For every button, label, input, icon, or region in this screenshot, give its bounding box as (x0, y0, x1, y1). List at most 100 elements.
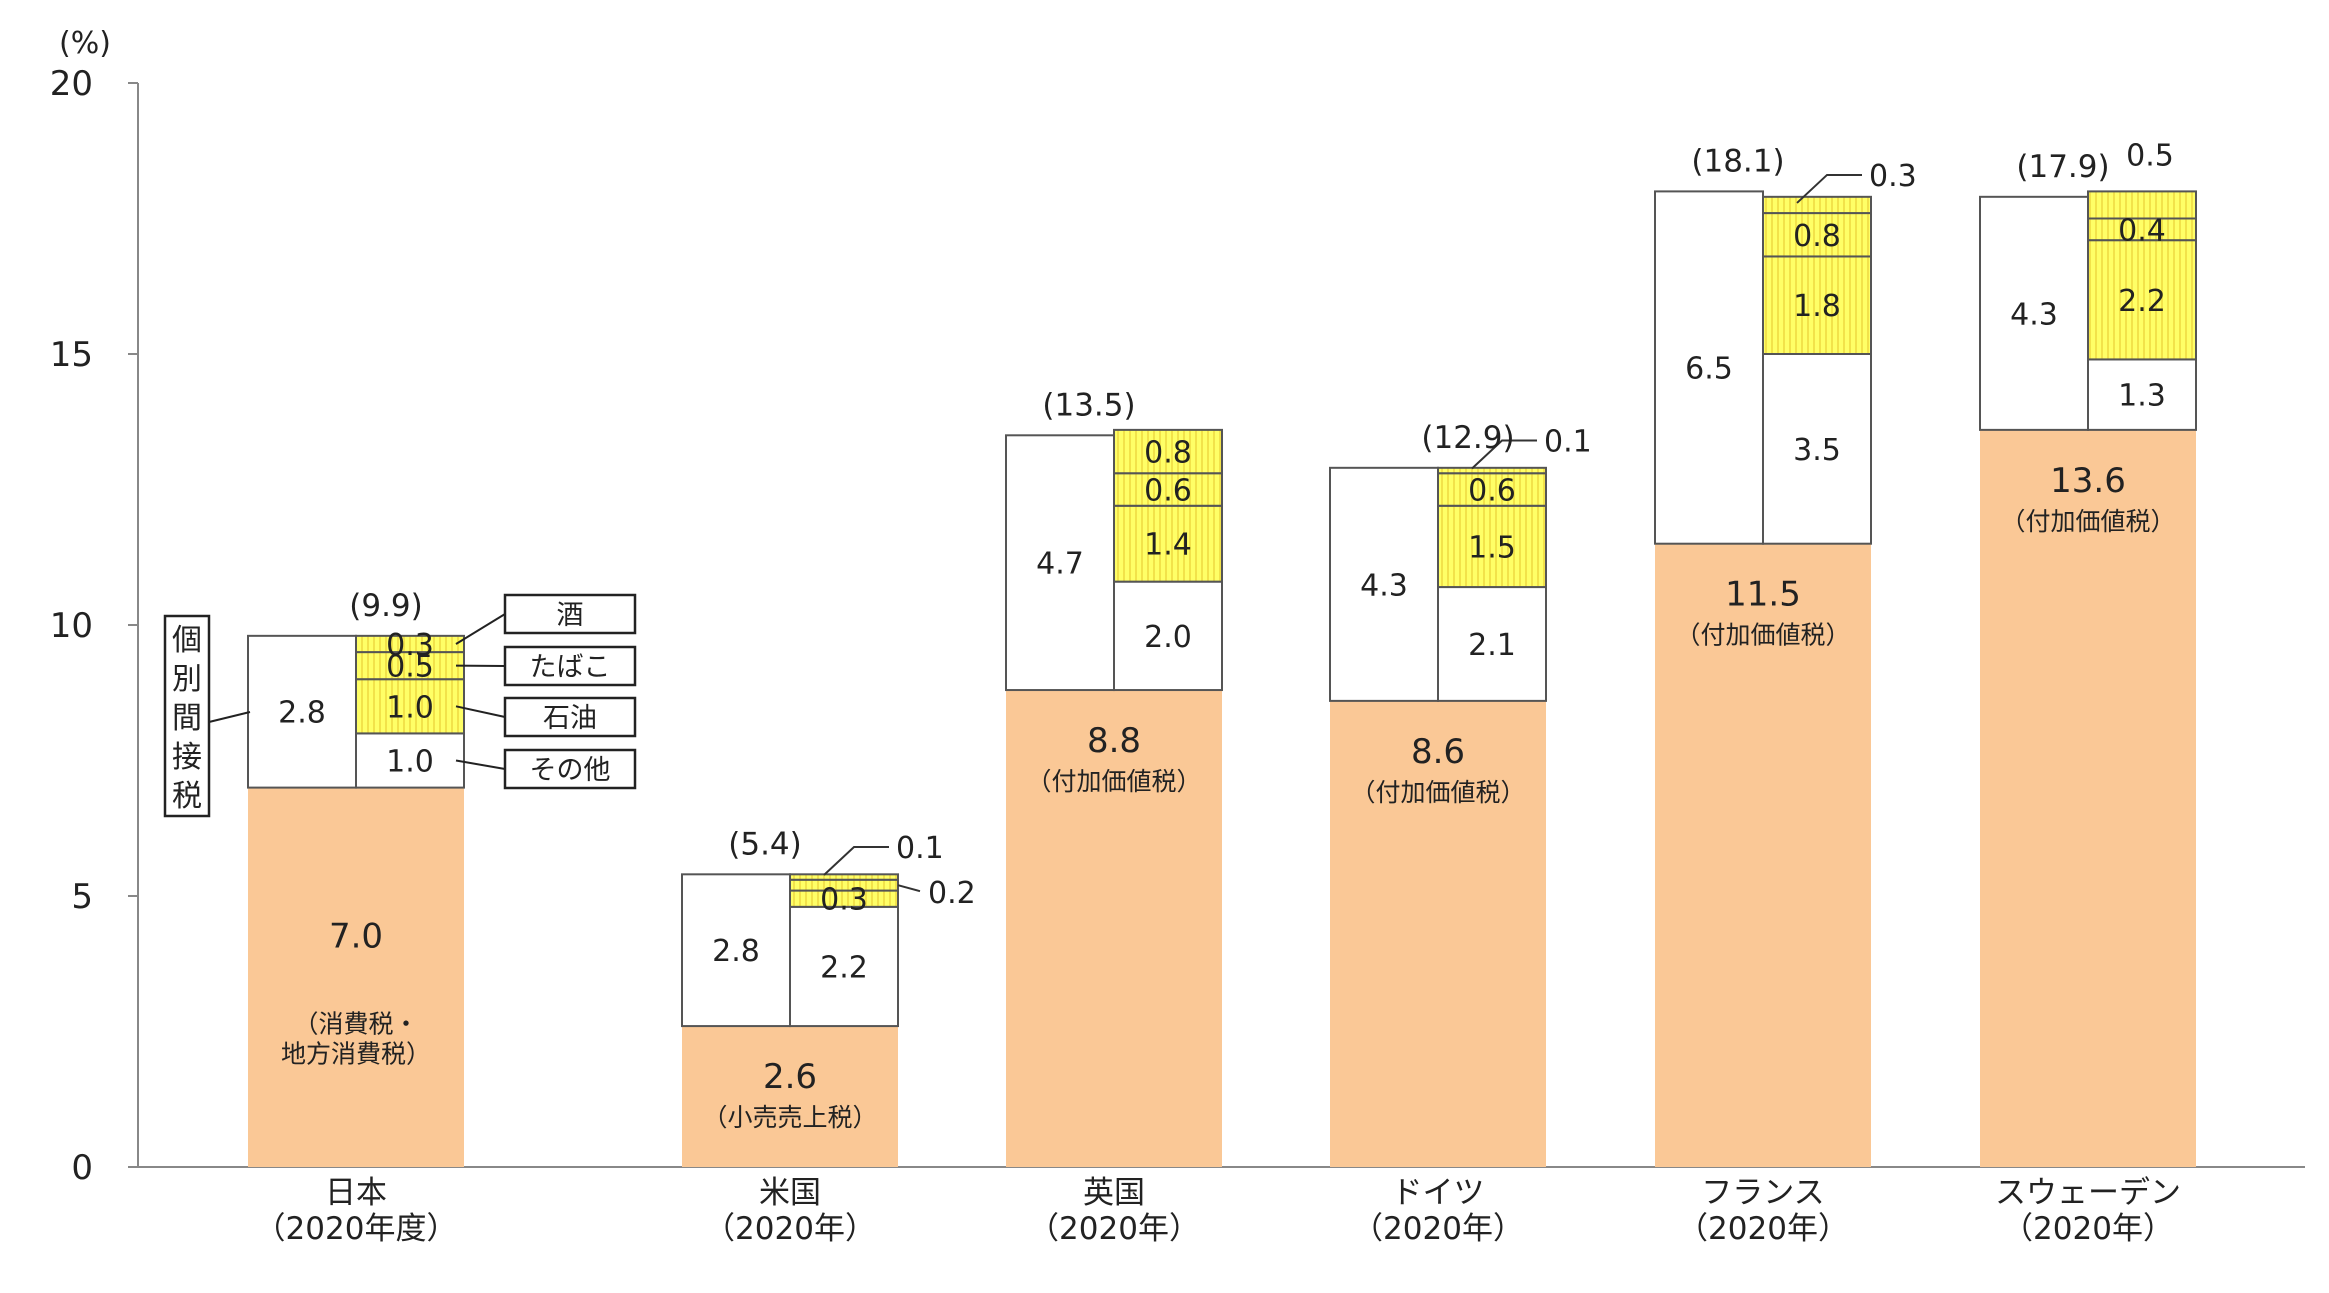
category-period: （2020年） (1677, 1211, 1849, 1247)
legend-label-other: その他 (530, 755, 611, 786)
legend-leader-oil (455, 705, 506, 718)
segment-tobacco (355, 651, 465, 681)
total-label: (5.4) (728, 826, 802, 862)
segment-label-oil: 1.5 (1468, 530, 1516, 565)
segment-label-oil: 1.4 (1144, 528, 1192, 563)
total-label: (13.5) (1042, 387, 1135, 423)
segment-label-tobacco: 0.4 (2118, 213, 2166, 248)
bars (247, 190, 2197, 1167)
base-bar-segment (682, 1026, 898, 1167)
segment-label-oil: 0.3 (820, 883, 868, 918)
base-note-label: （付加価値税） (1026, 767, 1201, 796)
y-axis: 0 5 10 15 20(%) (50, 26, 2305, 1188)
y-tick-label: 10 (50, 606, 93, 646)
callout-line (1796, 173, 1862, 204)
base-bar-segment (1980, 429, 2196, 1167)
base-bar-segment (1330, 700, 1546, 1167)
base-note-label: （小売売上税） (702, 1103, 877, 1132)
indirect-total-label: 4.3 (2010, 297, 2058, 332)
segment-label-oil: 2.2 (2118, 284, 2166, 319)
segment-label-alcohol: 0.1 (896, 831, 944, 866)
segment-label-alcohol: 0.1 (1544, 425, 1592, 460)
y-tick-label: 20 (50, 64, 93, 104)
legend-label-oil: 石油 (543, 703, 597, 734)
indirect-tax-label-char: 間 (172, 701, 202, 736)
segment-label-tobacco: 0.6 (1468, 474, 1516, 509)
indirect-tax-label-char: 別 (172, 662, 202, 697)
category-name: ドイツ (1392, 1175, 1485, 1211)
labels: 7.0（消費税・地方消費税）2.81.01.00.50.3(9.9)日本（202… (163, 138, 2181, 1247)
base-bar-segment (1006, 690, 1222, 1167)
callout-line (897, 884, 921, 893)
category-name: スウェーデン (1995, 1175, 2181, 1211)
base-note-label: （付加価値税） (1350, 778, 1525, 807)
segment-label-oil: 1.8 (1793, 289, 1841, 324)
segment-other (789, 905, 899, 1028)
segment-other (2087, 358, 2197, 431)
segment-label-other: 2.2 (820, 950, 868, 985)
legend-label-alcohol: 酒 (557, 600, 584, 631)
segment-alcohol (1113, 428, 1223, 475)
segment-label-other: 2.1 (1468, 628, 1516, 663)
base-value-label: 13.6 (2050, 461, 2126, 501)
indirect-tax-label-box (163, 614, 211, 818)
segment-label-oil: 1.0 (386, 690, 434, 725)
segment-tobacco (1762, 212, 1872, 258)
segment-other (1113, 580, 1223, 692)
base-bar-segment (1655, 543, 1871, 1167)
callout-line (1471, 439, 1537, 470)
y-unit-label: (%) (59, 26, 111, 61)
legend-label-tobacco: たばこ (530, 652, 611, 683)
indirect-total-label: 4.3 (1360, 568, 1408, 603)
segment-label-tobacco: 0.5 (386, 650, 434, 685)
base-note-label: （付加価値税） (1675, 621, 1850, 650)
category-period: （2020年） (1028, 1211, 1200, 1247)
category-period: （2020年度） (255, 1211, 458, 1247)
y-tick-label: 0 (71, 1148, 93, 1188)
base-note-label: 地方消費税） (281, 1040, 431, 1069)
indirect-tax-leader (208, 711, 251, 723)
base-note-label: （消費税・ (293, 1010, 418, 1039)
indirect-tax-label-char: 接 (172, 740, 202, 775)
base-bar-segment (248, 787, 464, 1167)
legend-box-tobacco (503, 645, 637, 687)
category-name: 日本 (325, 1175, 387, 1211)
indirect-total-segment (1979, 195, 2089, 431)
segment-label-other: 1.0 (386, 745, 434, 780)
indirect-total-label: 2.8 (278, 696, 326, 731)
segment-alcohol (355, 634, 465, 654)
segment-label-other: 2.0 (1144, 620, 1192, 655)
category-name: フランス (1701, 1175, 1824, 1211)
segment-label-tobacco: 0.8 (1793, 219, 1841, 254)
indirect-total-segment (681, 873, 791, 1028)
total-label: (12.9) (1421, 420, 1514, 456)
segment-alcohol (1437, 466, 1547, 475)
y-tick-label: 5 (71, 877, 93, 917)
base-value-label: 7.0 (329, 917, 383, 957)
legend-box-alcohol (503, 593, 637, 635)
y-tick-label: 15 (50, 335, 93, 375)
total-label: (17.9) (2016, 149, 2109, 185)
total-label: (9.9) (349, 588, 423, 624)
segment-alcohol (789, 873, 899, 881)
segment-alcohol (1762, 195, 1872, 215)
indirect-total-label: 4.7 (1036, 547, 1084, 582)
segment-label-alcohol: 0.5 (2126, 138, 2174, 173)
segment-label-tobacco: 0.2 (928, 876, 976, 911)
category-period: （2020年） (704, 1211, 876, 1247)
callout-line (823, 846, 889, 876)
category-name: 米国 (759, 1175, 821, 1211)
legend-leader-other (455, 759, 506, 770)
segment-label-alcohol: 0.8 (1144, 436, 1192, 471)
legend-box-oil (503, 696, 637, 738)
segment-alcohol (2087, 190, 2197, 220)
base-value-label: 8.8 (1087, 721, 1141, 761)
segment-oil (1437, 504, 1547, 589)
indirect-tax-label-char: 個 (172, 623, 202, 658)
category-period: （2020年） (2002, 1211, 2174, 1247)
segment-label-other: 1.3 (2118, 379, 2166, 414)
base-value-label: 11.5 (1725, 575, 1801, 615)
base-note-label: （付加価値税） (2000, 507, 2175, 536)
base-value-label: 8.6 (1411, 732, 1465, 772)
